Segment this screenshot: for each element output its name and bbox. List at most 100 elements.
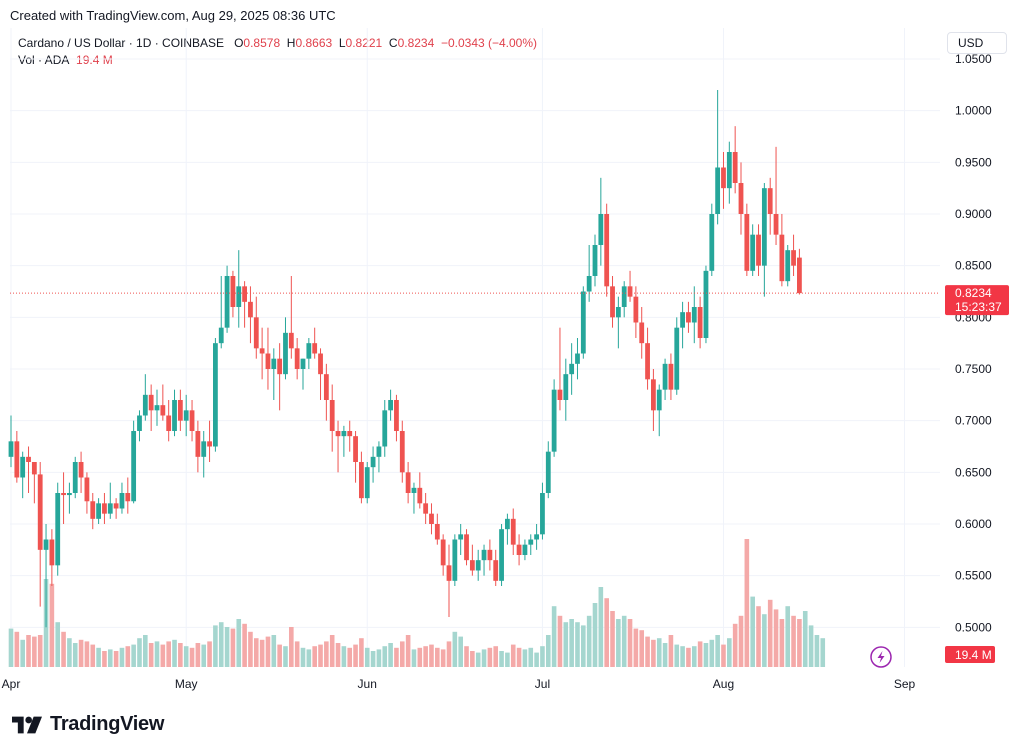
candle bbox=[20, 451, 26, 499]
open-label: O bbox=[234, 36, 244, 50]
brand-footer[interactable]: TradingView bbox=[12, 713, 164, 736]
candle-body bbox=[440, 539, 446, 566]
candle-body bbox=[382, 410, 388, 447]
candle-body bbox=[417, 487, 423, 504]
currency-selector[interactable]: USD bbox=[947, 32, 1007, 54]
candle bbox=[417, 472, 423, 509]
candle-body bbox=[370, 456, 376, 468]
volume-bar bbox=[604, 598, 609, 667]
candle-body bbox=[569, 363, 575, 375]
candle-body bbox=[37, 474, 43, 550]
candle bbox=[131, 420, 137, 504]
volume-bar bbox=[236, 619, 242, 667]
volume-tag[interactable]: 19.4 M bbox=[945, 646, 995, 663]
candle bbox=[475, 549, 481, 581]
candle bbox=[359, 451, 364, 504]
candle bbox=[236, 250, 242, 328]
volume-bar bbox=[510, 644, 516, 667]
candle bbox=[522, 539, 528, 561]
candle-body bbox=[230, 276, 236, 307]
candle bbox=[137, 410, 142, 442]
volume-bar bbox=[230, 628, 236, 667]
volume-bar bbox=[627, 619, 633, 667]
volume-bar bbox=[376, 649, 382, 667]
candle bbox=[55, 482, 61, 576]
candle bbox=[248, 286, 253, 344]
candle bbox=[791, 234, 796, 276]
volume-bar bbox=[598, 587, 604, 667]
volume-bar bbox=[668, 635, 674, 667]
candle bbox=[452, 534, 458, 586]
symbol-title[interactable]: Cardano / US Dollar · 1D · COINBASE bbox=[18, 36, 225, 50]
candle-body bbox=[756, 234, 761, 266]
candle bbox=[575, 338, 580, 380]
candle-body bbox=[119, 493, 125, 509]
candle-body bbox=[750, 234, 756, 271]
volume-bar bbox=[388, 643, 393, 667]
lightning-icon[interactable] bbox=[870, 646, 892, 668]
candle bbox=[528, 534, 534, 555]
volume-bar bbox=[242, 623, 247, 667]
close-value: 0.8234 bbox=[397, 36, 435, 50]
volume-bar bbox=[680, 646, 685, 667]
candle bbox=[493, 549, 499, 586]
candle-body bbox=[604, 214, 610, 287]
candle-body bbox=[142, 394, 148, 416]
candle-body bbox=[452, 539, 458, 581]
candle bbox=[119, 482, 125, 514]
candle bbox=[691, 286, 697, 344]
candle-body bbox=[78, 462, 84, 478]
volume-bar bbox=[686, 647, 691, 667]
volume-bar bbox=[545, 635, 551, 667]
volume-bar bbox=[703, 643, 709, 667]
volume-bar bbox=[125, 646, 131, 667]
volume-bar bbox=[154, 641, 160, 667]
volume-bar bbox=[213, 625, 218, 667]
price-tag[interactable]: 0.8234 15:23:37 bbox=[945, 285, 1009, 316]
candle bbox=[615, 296, 621, 349]
candle bbox=[14, 431, 20, 483]
candle bbox=[586, 245, 592, 302]
candle bbox=[551, 379, 557, 457]
candle-body bbox=[738, 183, 744, 214]
volume-bar bbox=[26, 635, 31, 667]
candle bbox=[744, 203, 750, 276]
high-value: 0.8663 bbox=[295, 36, 333, 50]
volume-bar bbox=[656, 638, 662, 667]
grid-lines bbox=[10, 28, 940, 667]
volume-bar bbox=[738, 615, 744, 667]
candle-body bbox=[329, 400, 335, 431]
candle bbox=[499, 524, 504, 586]
candle bbox=[399, 420, 405, 483]
volume-bar bbox=[248, 631, 253, 667]
candlestick-chart[interactable]: 0.50000.55000.60000.65000.70000.75000.80… bbox=[0, 0, 1024, 700]
candle-body bbox=[691, 307, 697, 323]
candle-body bbox=[300, 358, 306, 369]
candle bbox=[557, 327, 563, 411]
volume-bar bbox=[750, 596, 755, 667]
candle-body bbox=[160, 405, 166, 416]
candle-body bbox=[242, 286, 247, 302]
volume-label[interactable]: Vol · ADA bbox=[18, 53, 70, 67]
candle-body bbox=[534, 534, 539, 540]
candle-body bbox=[434, 524, 440, 540]
candle bbox=[580, 286, 586, 359]
candle-body bbox=[166, 415, 172, 431]
candle-body bbox=[405, 472, 411, 493]
candle bbox=[125, 477, 131, 514]
candle bbox=[423, 493, 429, 524]
volume-bar bbox=[143, 635, 148, 667]
close-label: C bbox=[388, 36, 398, 50]
created-with-text: Created with TradingView.com, Aug 29, 20… bbox=[10, 8, 336, 23]
volume-bar bbox=[271, 635, 277, 667]
candle-body bbox=[686, 312, 691, 323]
candle-body bbox=[306, 343, 312, 359]
candle-body bbox=[592, 245, 598, 276]
volume-bars bbox=[8, 539, 826, 667]
candle bbox=[242, 281, 247, 328]
candle bbox=[540, 482, 545, 540]
candle bbox=[370, 446, 376, 483]
candle bbox=[446, 544, 452, 617]
candle-body bbox=[411, 487, 417, 493]
volume-bar bbox=[148, 643, 154, 667]
